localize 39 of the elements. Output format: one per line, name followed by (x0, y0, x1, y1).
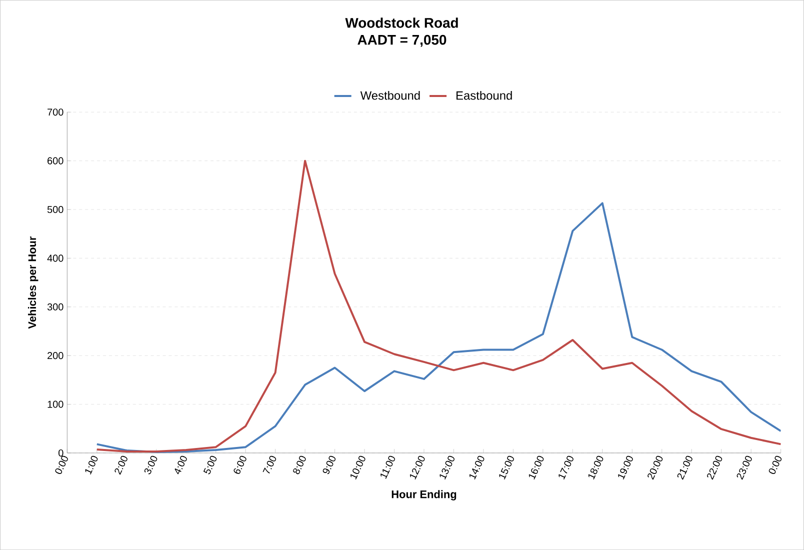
y-tick-label: 700 (48, 108, 64, 116)
x-tick-label: 23:00 (736, 456, 752, 480)
x-tick-label: 1:00 (85, 456, 98, 474)
x-tick-label: 15:00 (499, 456, 514, 480)
x-tick-label: 18:00 (588, 456, 604, 480)
x-tick-label: 6:00 (234, 456, 246, 474)
y-tick-label: 100 (48, 400, 64, 408)
x-tick-label: 22:00 (707, 456, 722, 480)
x-tick-label: 20:00 (648, 456, 663, 480)
y-tick-label: 400 (47, 254, 64, 262)
legend-label: Westbound (360, 90, 420, 100)
chart-title: Woodstock Road (345, 18, 458, 28)
y-tick-label: 300 (47, 303, 64, 310)
y-tick-label: 200 (48, 352, 64, 360)
x-tick-label: 19:00 (618, 456, 633, 480)
y-axis-title: Vehicles per Hour (28, 236, 38, 329)
x-tick-label: 11:00 (380, 456, 396, 479)
y-tick-label: 500 (47, 206, 64, 213)
x-tick-label: 0:00 (55, 456, 68, 474)
legend-label: Eastbound (456, 90, 512, 100)
x-tick-label: 0:00 (768, 456, 782, 474)
x-tick-label: 9:00 (322, 456, 336, 474)
x-tick-label: 7:00 (262, 456, 276, 474)
x-tick-label: 13:00 (440, 456, 454, 480)
x-tick-label: 2:00 (114, 456, 128, 475)
y-tick-label: 600 (48, 157, 64, 164)
x-tick-label: 10:00 (350, 456, 366, 480)
x-tick-label: 8:00 (293, 456, 306, 474)
x-tick-label: 3:00 (144, 456, 158, 474)
chart-subtitle: AADT = 7,050 (358, 34, 446, 47)
x-axis-title: Hour Ending (392, 490, 456, 500)
x-tick-label: 17:00 (558, 456, 574, 480)
y-tick-label: 0 (58, 449, 64, 456)
x-tick-label: 21:00 (677, 456, 692, 480)
x-tick-label: 4:00 (174, 456, 187, 474)
x-tick-label: 14:00 (469, 456, 484, 480)
x-tick-label: 16:00 (528, 456, 544, 480)
x-tick-label: 5:00 (203, 456, 217, 474)
x-tick-label: 12:00 (410, 456, 425, 480)
